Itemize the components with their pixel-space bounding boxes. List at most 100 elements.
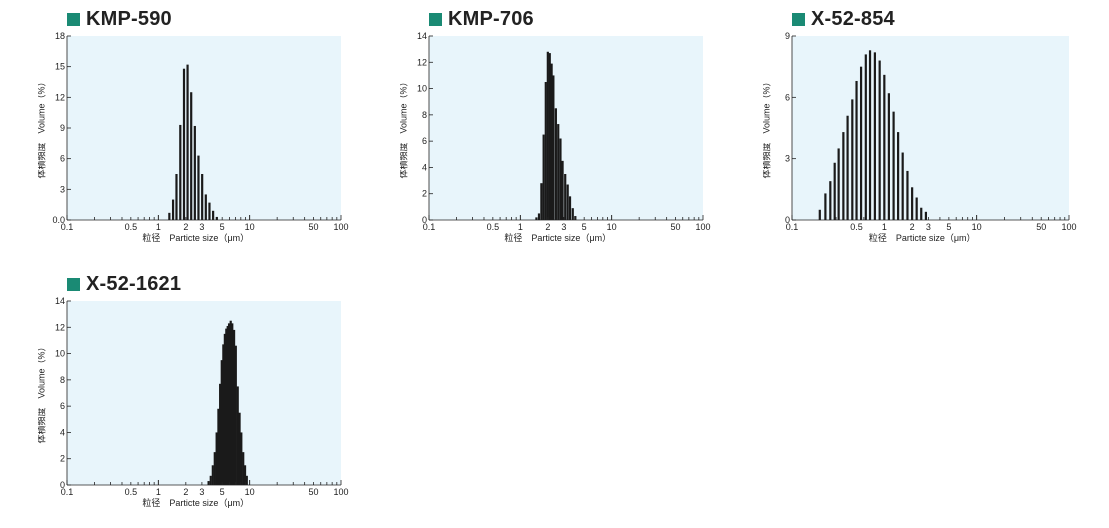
histogram-bar — [915, 197, 918, 220]
y-tick-label: 14 — [417, 31, 427, 41]
y-tick-label: 0 — [422, 215, 427, 225]
histogram-bar — [232, 329, 236, 485]
y-tick-label: 4 — [422, 162, 427, 172]
histogram-bar — [535, 217, 538, 220]
histogram-bar — [197, 155, 200, 220]
x-tick-label: 3 — [926, 222, 931, 232]
x-tick-label: 10 — [607, 222, 617, 232]
x-axis-label: 粒径 Particte size（μm） — [142, 497, 249, 508]
histogram-bar — [220, 360, 223, 485]
histogram-bar — [544, 82, 547, 220]
histogram-bar — [245, 475, 248, 485]
chart-panel-2: KMP-706 0 2 4 6 8 10 12 14 0.1 0.5 1 2 3 5 10 50 100 粒径 P… — [400, 8, 760, 258]
x-tick-label: 0.1 — [786, 222, 799, 232]
histogram-bar — [833, 162, 836, 220]
x-tick-label: 1 — [156, 487, 161, 497]
x-tick-label: 100 — [1061, 222, 1076, 232]
histogram-bar — [207, 481, 210, 485]
x-tick-label: 100 — [333, 222, 348, 232]
histogram-bar — [824, 193, 827, 220]
x-tick-label: 5 — [220, 222, 225, 232]
y-tick-label: 12 — [55, 322, 65, 332]
x-tick-label: 50 — [308, 222, 318, 232]
histogram-bar — [542, 134, 545, 220]
y-tick-label: 15 — [55, 62, 65, 72]
y-tick-label: 10 — [55, 349, 65, 359]
title-square-marker — [429, 12, 442, 26]
title-square-marker — [67, 12, 80, 26]
chart-title-row: KMP-590 — [67, 8, 172, 30]
y-tick-label: 6 — [785, 92, 790, 102]
y-tick-label: 2 — [60, 454, 65, 464]
histogram-bar — [571, 208, 574, 220]
histogram-bar — [234, 345, 237, 485]
histogram-bar — [554, 108, 557, 220]
x-tick-label: 2 — [545, 222, 550, 232]
histogram-bar — [238, 412, 241, 485]
histogram-bar — [219, 383, 222, 485]
histogram-bar — [212, 210, 215, 220]
chart-panel-4: X-52-1621 0 2 4 6 8 10 12 14 0.1 0.5 1 2 3 5 10 50 100 粒径… — [38, 273, 398, 523]
plot-background — [792, 36, 1069, 220]
plot-background — [67, 301, 341, 485]
chart-panel-3: X-52-854 0 3 6 9 0.1 0.5 1 2 3 5 10 50 100 粒径 Partict… — [763, 8, 1109, 258]
y-tick-label: 3 — [60, 184, 65, 194]
y-axis-label: 体積頻度 Volume（%） — [38, 77, 46, 178]
histogram-bar — [868, 50, 872, 221]
chart-title: KMP-590 — [86, 7, 172, 30]
y-tick-label: 18 — [55, 31, 65, 41]
histogram-bar — [231, 323, 234, 485]
x-tick-label: 3 — [199, 222, 204, 232]
y-tick-label: 4 — [60, 427, 65, 437]
x-tick-label: 0.5 — [125, 222, 138, 232]
title-square-marker — [67, 277, 80, 291]
histogram-bar — [227, 323, 231, 485]
histogram-bar — [209, 475, 212, 485]
x-tick-label: 10 — [972, 222, 982, 232]
x-tick-label: 50 — [670, 222, 680, 232]
histogram-bar — [851, 99, 854, 220]
histogram-bar — [540, 183, 543, 220]
histogram-bar — [552, 75, 555, 221]
histogram-bar — [878, 60, 881, 220]
chart-title-row: X-52-1621 — [67, 273, 181, 295]
histogram-bar — [190, 92, 193, 220]
x-axis-label: 粒径 Particte size（μm） — [504, 232, 611, 243]
histogram-bar — [901, 152, 904, 220]
y-tick-label: 14 — [55, 296, 65, 306]
histogram-bar — [229, 320, 232, 485]
chart-title: X-52-854 — [811, 7, 895, 30]
histogram-bar — [892, 111, 895, 220]
histogram-bar — [171, 199, 175, 220]
histogram-bar — [213, 452, 216, 485]
histogram-bar — [168, 212, 171, 220]
y-tick-label: 2 — [422, 189, 427, 199]
x-tick-label: 2 — [183, 222, 188, 232]
x-axis-label: 粒径 Particte size（μm） — [142, 232, 249, 243]
x-tick-label: 50 — [1036, 222, 1046, 232]
chart-title-row: KMP-706 — [429, 8, 534, 30]
histogram-bar — [846, 115, 849, 220]
y-tick-label: 0.0 — [52, 215, 65, 225]
histogram-bar — [215, 216, 218, 220]
y-tick-label: 6 — [60, 401, 65, 411]
histogram-bar — [559, 138, 562, 220]
histogram-bar — [211, 465, 214, 485]
histogram-bar — [548, 53, 551, 221]
histogram-bar — [883, 74, 886, 220]
histogram-bar — [855, 80, 858, 220]
histogram-bar — [222, 344, 225, 485]
histogram-bar — [217, 408, 220, 485]
x-tick-label: 0.1 — [61, 222, 74, 232]
histogram-bar — [557, 124, 560, 220]
histogram-bar — [175, 174, 178, 220]
histogram-bar — [924, 211, 928, 220]
x-tick-label: 0.5 — [487, 222, 500, 232]
x-tick-label: 5 — [220, 487, 225, 497]
histogram-bar — [897, 132, 900, 220]
histogram-bar — [201, 174, 204, 220]
histogram-bar — [911, 187, 914, 220]
